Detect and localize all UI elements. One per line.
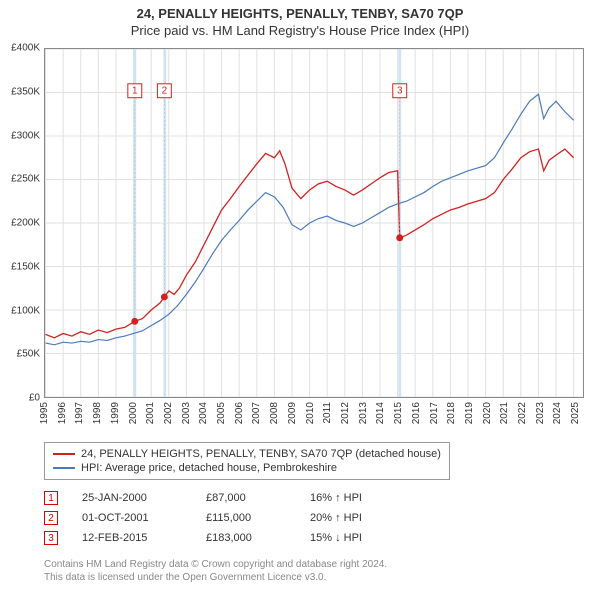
x-axis-label: 1996 [57, 402, 68, 424]
x-axis-label: 2017 [429, 402, 440, 424]
x-axis-label: 2024 [552, 402, 563, 424]
x-axis-label: 1999 [110, 402, 121, 424]
y-axis-label: £100K [11, 305, 40, 316]
svg-text:2: 2 [162, 86, 168, 97]
y-axis-label: £350K [11, 86, 40, 97]
line-chart: 1 2 3 [44, 48, 584, 398]
transaction-badge: 1 [44, 491, 58, 505]
legend: 24, PENALLY HEIGHTS, PENALLY, TENBY, SA7… [44, 442, 450, 480]
transactions-table: 1 25-JAN-2000 £87,000 16% ↑ HPI 2 01-OCT… [44, 488, 400, 548]
legend-item-1: 24, PENALLY HEIGHTS, PENALLY, TENBY, SA7… [53, 447, 441, 461]
x-axis-label: 2001 [145, 402, 156, 424]
transaction-date: 12-FEB-2015 [82, 532, 182, 544]
x-axis-label: 2019 [464, 402, 475, 424]
transaction-badge: 3 [44, 531, 58, 545]
x-axis-label: 2025 [570, 402, 581, 424]
transaction-price: £87,000 [206, 492, 286, 504]
y-axis-label: £200K [11, 218, 40, 229]
y-axis-label: £250K [11, 174, 40, 185]
transaction-date: 01-OCT-2001 [82, 512, 182, 524]
svg-text:3: 3 [397, 86, 403, 97]
table-row: 3 12-FEB-2015 £183,000 15% ↓ HPI [44, 528, 400, 548]
transaction-price: £183,000 [206, 532, 286, 544]
legend-item-2: HPI: Average price, detached house, Pemb… [53, 461, 441, 475]
x-axis-label: 2000 [128, 402, 139, 424]
legend-label-2: HPI: Average price, detached house, Pemb… [81, 462, 337, 474]
footer-line-1: Contains HM Land Registry data © Crown c… [44, 558, 387, 571]
table-row: 2 01-OCT-2001 £115,000 20% ↑ HPI [44, 508, 400, 528]
x-axis-label: 2007 [251, 402, 262, 424]
footer-line-2: This data is licensed under the Open Gov… [44, 571, 387, 584]
x-axis-label: 2003 [181, 402, 192, 424]
x-axis-label: 2014 [375, 402, 386, 424]
x-axis-label: 2020 [482, 402, 493, 424]
table-row: 1 25-JAN-2000 £87,000 16% ↑ HPI [44, 488, 400, 508]
footer-attribution: Contains HM Land Registry data © Crown c… [44, 558, 387, 584]
chart-container: 123 £0£50K£100K£150K£200K£250K£300K£350K… [44, 48, 584, 398]
x-axis-label: 2004 [198, 402, 209, 424]
legend-color-1 [53, 453, 75, 455]
x-axis-label: 2015 [393, 402, 404, 424]
x-axis-label: 2023 [535, 402, 546, 424]
legend-label-1: 24, PENALLY HEIGHTS, PENALLY, TENBY, SA7… [81, 448, 441, 460]
x-axis-label: 1998 [92, 402, 103, 424]
transaction-price: £115,000 [206, 512, 286, 524]
x-axis-label: 2008 [269, 402, 280, 424]
x-axis-label: 2006 [234, 402, 245, 424]
y-axis-label: £400K [11, 43, 40, 54]
x-axis-label: 2013 [358, 402, 369, 424]
transaction-delta: 20% ↑ HPI [310, 512, 400, 524]
x-axis-label: 2022 [517, 402, 528, 424]
y-axis-label: £150K [11, 261, 40, 272]
y-axis-label: £300K [11, 130, 40, 141]
transaction-delta: 16% ↑ HPI [310, 492, 400, 504]
x-axis-label: 1997 [74, 402, 85, 424]
transaction-badge: 2 [44, 511, 58, 525]
x-axis-label: 2021 [499, 402, 510, 424]
x-axis-label: 2012 [340, 402, 351, 424]
legend-color-2 [53, 467, 75, 469]
svg-text:1: 1 [132, 86, 138, 97]
x-axis-label: 2018 [446, 402, 457, 424]
x-axis-label: 2010 [305, 402, 316, 424]
x-axis-label: 2005 [216, 402, 227, 424]
x-axis-label: 2011 [322, 402, 333, 424]
transaction-date: 25-JAN-2000 [82, 492, 182, 504]
transaction-delta: 15% ↓ HPI [310, 532, 400, 544]
x-axis-label: 2002 [163, 402, 174, 424]
y-axis-label: £50K [17, 349, 40, 360]
x-axis-label: 2009 [287, 402, 298, 424]
x-axis-label: 2016 [411, 402, 422, 424]
x-axis-label: 1995 [39, 402, 50, 424]
page-subtitle: Price paid vs. HM Land Registry's House … [0, 23, 600, 38]
page-title: 24, PENALLY HEIGHTS, PENALLY, TENBY, SA7… [0, 6, 600, 21]
